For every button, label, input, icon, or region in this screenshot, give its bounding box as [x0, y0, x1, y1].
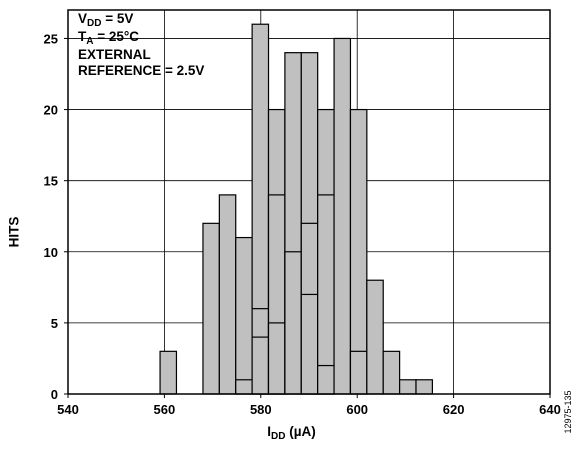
x-axis-label: IDD (µA) [267, 424, 316, 442]
y-axis-label: HITS [6, 216, 22, 248]
histogram-bar [317, 194, 335, 395]
figure-id: 12975-135 [563, 390, 573, 434]
histogram-bar [317, 364, 335, 395]
x-tick-label: 540 [57, 402, 79, 417]
x-tick-label: 640 [539, 402, 561, 417]
y-tick-label: 15 [44, 174, 58, 189]
histogram-bar [218, 194, 237, 395]
histogram-bar [267, 322, 286, 395]
histogram-bar [159, 350, 178, 395]
histogram-bar [382, 350, 401, 395]
y-tick-label: 25 [44, 31, 58, 46]
histogram-bar [366, 279, 384, 395]
y-tick-label: 5 [51, 316, 58, 331]
legend-line-external: EXTERNAL [78, 47, 151, 62]
x-tick-label: 560 [154, 402, 176, 417]
legend-line-ta: TA = 25°C [78, 29, 140, 47]
conditions-legend: VDD = 5V TA = 25°C EXTERNAL REFERENCE = … [78, 11, 204, 79]
histogram-bar [415, 379, 433, 395]
histogram-bar [300, 293, 319, 395]
histogram-bar [349, 350, 368, 395]
x-tick-label: 620 [443, 402, 465, 417]
histogram-bar [202, 222, 220, 395]
x-tick-label: 580 [250, 402, 272, 417]
histogram-bar [399, 379, 417, 395]
y-tick-label: 0 [51, 387, 58, 402]
histogram-bar [235, 236, 253, 395]
histogram-bar [333, 37, 352, 395]
y-tick-label: 10 [44, 245, 58, 260]
plot-frame [67, 9, 551, 395]
histogram-bar [251, 336, 270, 395]
y-tick-label: 20 [44, 103, 58, 118]
legend-line-vdd: VDD = 5V [78, 11, 134, 29]
histogram-bars [159, 23, 433, 395]
histogram-bar [284, 251, 302, 395]
histogram-bar [235, 379, 253, 395]
legend-line-reference: REFERENCE = 2.5V [78, 63, 205, 78]
axis-ticks: 540 560 580 600 620 640 0 5 10 15 20 25 [44, 31, 561, 417]
x-tick-label: 600 [346, 402, 368, 417]
